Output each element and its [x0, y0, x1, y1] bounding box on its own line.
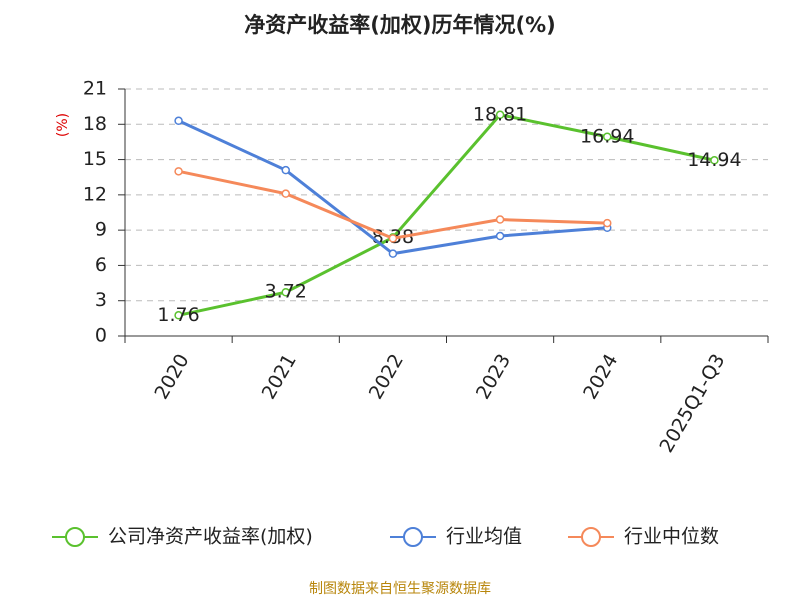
source-note: 制图数据来自恒生聚源数据库 [309, 581, 491, 597]
legend-label: 公司净资产收益率(加权) [108, 526, 313, 548]
y-tick-label: 0 [95, 325, 107, 347]
data-label: 14.94 [687, 149, 741, 171]
x-tick-label: 2021 [258, 350, 301, 403]
chart-title: 净资产收益率(加权)历年情况(%) [244, 13, 555, 37]
y-tick-label: 6 [95, 254, 107, 276]
data-point [603, 218, 612, 228]
series-line [178, 113, 715, 317]
data-label: 3.72 [265, 281, 307, 303]
x-tick-label: 2023 [472, 350, 515, 403]
data-point [281, 165, 290, 175]
legend-marker [581, 527, 601, 547]
y-tick-label: 15 [83, 148, 107, 170]
data-point [495, 110, 505, 120]
data-point [603, 132, 612, 142]
data-label: 16.94 [580, 125, 634, 147]
data-point [388, 249, 398, 258]
legend-label: 行业中位数 [624, 526, 719, 548]
data-point [495, 231, 505, 241]
x-tick-label: 2022 [365, 350, 408, 403]
data-point [710, 156, 719, 165]
data-point [281, 287, 290, 297]
x-tick-label: 2024 [579, 350, 622, 403]
legend-marker [403, 527, 423, 547]
y-tick-label: 21 [83, 78, 107, 100]
data-point [174, 116, 183, 126]
data-point [174, 311, 183, 320]
y-tick-label: 12 [83, 183, 107, 205]
data-point [495, 215, 505, 224]
data-label: 1.76 [157, 304, 199, 326]
x-tick-label: 2020 [150, 350, 193, 403]
y-tick-label: 18 [83, 113, 107, 135]
data-point [281, 189, 290, 198]
data-point [388, 234, 398, 243]
data-point [174, 167, 183, 176]
data-label: 18.81 [473, 103, 527, 125]
x-tick-label: 2025Q1-Q3 [655, 350, 729, 456]
y-tick-label: 3 [95, 289, 107, 311]
y-tick-label: 9 [95, 219, 107, 241]
legend-label: 行业均值 [446, 526, 522, 548]
legend-marker [65, 527, 85, 547]
y-axis-label: (%) [55, 113, 71, 137]
